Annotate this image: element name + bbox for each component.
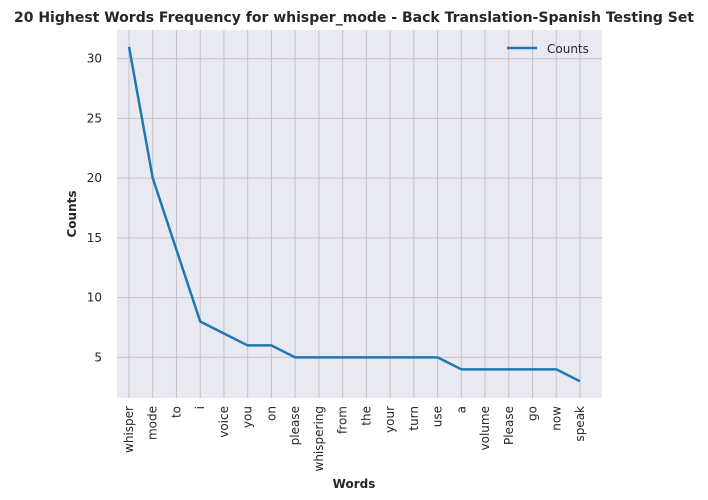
y-tick-labels: 5 10 15 20 25 30 — [87, 52, 102, 365]
plot-area — [117, 30, 602, 398]
legend-label: Counts — [547, 42, 589, 56]
y-axis-label: Counts — [65, 190, 79, 237]
grid — [117, 30, 602, 398]
x-tick-label: whisper — [122, 406, 136, 453]
x-tick-label: use — [431, 406, 445, 427]
x-tick-label: please — [288, 406, 302, 445]
x-tick-label: i — [193, 406, 207, 409]
x-tick-label: turn — [407, 406, 421, 431]
x-tick-label: volume — [478, 406, 492, 450]
x-tick-label: voice — [217, 406, 231, 438]
x-tick-label: you — [241, 406, 255, 428]
x-tick-label: to — [169, 406, 183, 418]
y-tick-label: 30 — [87, 52, 102, 66]
x-tick-label: whispering — [312, 406, 326, 472]
x-tick-label: mode — [146, 406, 160, 440]
x-tick-label: speak — [573, 406, 587, 442]
x-tick-label: now — [549, 406, 563, 431]
x-tick-label: go — [526, 406, 540, 421]
y-tick-label: 15 — [87, 231, 102, 245]
legend: Counts — [507, 42, 589, 56]
x-tick-label: a — [454, 406, 468, 413]
x-tick-label: from — [336, 406, 350, 434]
series-line-counts — [127, 46, 581, 383]
x-axis-label: Words — [333, 477, 376, 491]
y-tick-label: 25 — [87, 111, 102, 125]
chart-title: 20 Highest Words Frequency for whisper_m… — [14, 10, 694, 26]
x-tick-label: the — [359, 406, 373, 426]
x-tick-labels: whisper mode to i voice you on please whispering… — [122, 406, 587, 472]
y-tick-label: 5 — [94, 350, 102, 364]
y-tick-label: 10 — [87, 291, 102, 305]
x-tick-label: Please — [502, 406, 516, 445]
x-tick-label: on — [264, 406, 278, 421]
x-tick-label: your — [383, 406, 397, 433]
y-tick-label: 20 — [87, 171, 102, 185]
